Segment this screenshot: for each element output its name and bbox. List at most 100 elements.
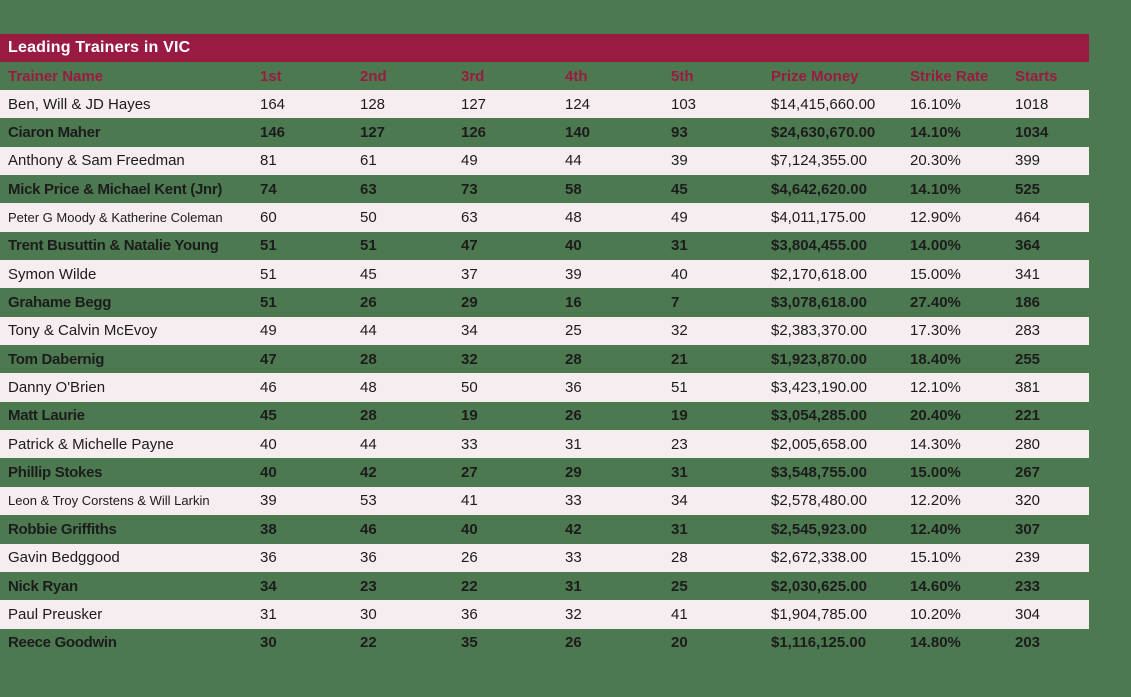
starts-cell: 399 bbox=[1015, 152, 1041, 170]
second-cell: 127 bbox=[360, 124, 386, 142]
trainer-name-cell: Tom Dabernig bbox=[8, 350, 105, 368]
fifth-cell: 23 bbox=[671, 435, 688, 453]
trainer-name-cell: Phillip Stokes bbox=[8, 464, 103, 482]
prize-cell: $2,383,370.00 bbox=[771, 322, 867, 340]
first-cell: 51 bbox=[260, 265, 277, 283]
table-row: Tom Dabernig 47 28 32 28 21 $1,923,870.00 18.40… bbox=[0, 345, 1089, 373]
fourth-cell: 58 bbox=[565, 180, 582, 198]
trainer-name-cell: Tony & Calvin McEvoy bbox=[8, 322, 158, 340]
table-body: Ben, Will & JD Hayes 164 128 127 124 103 $14,4… bbox=[0, 90, 1131, 657]
trainer-name-cell: Symon Wilde bbox=[8, 265, 97, 283]
column-header-third: 3rd bbox=[461, 67, 485, 85]
column-header-second: 2nd bbox=[360, 67, 387, 85]
fourth-cell: 39 bbox=[565, 265, 582, 283]
first-cell: 40 bbox=[260, 435, 277, 453]
starts-cell: 464 bbox=[1015, 209, 1041, 227]
third-cell: 41 bbox=[461, 492, 478, 510]
fourth-cell: 32 bbox=[565, 605, 582, 623]
third-cell: 36 bbox=[461, 605, 478, 623]
third-cell: 32 bbox=[461, 350, 478, 368]
strike-cell: 14.60% bbox=[910, 577, 961, 595]
third-cell: 47 bbox=[461, 237, 478, 255]
strike-cell: 15.00% bbox=[910, 464, 961, 482]
third-cell: 29 bbox=[461, 294, 478, 312]
fifth-cell: 21 bbox=[671, 350, 688, 368]
second-cell: 45 bbox=[360, 265, 377, 283]
third-cell: 22 bbox=[461, 577, 478, 595]
trainer-name-cell: Reece Goodwin bbox=[8, 634, 117, 652]
starts-cell: 364 bbox=[1015, 237, 1041, 255]
fifth-cell: 45 bbox=[671, 180, 688, 198]
starts-cell: 239 bbox=[1015, 549, 1041, 567]
starts-cell: 525 bbox=[1015, 180, 1041, 198]
second-cell: 44 bbox=[360, 435, 377, 453]
second-cell: 28 bbox=[360, 407, 377, 425]
table-title: Leading Trainers in VIC bbox=[8, 39, 191, 56]
fourth-cell: 25 bbox=[565, 322, 582, 340]
second-cell: 36 bbox=[360, 549, 377, 567]
table-header-row: Trainer Name 1st 2nd 3rd 4th 5th Prize Money St… bbox=[0, 62, 1089, 90]
prize-cell: $3,054,285.00 bbox=[771, 407, 867, 425]
prize-cell: $24,630,670.00 bbox=[771, 124, 876, 142]
trainer-name-cell: Danny O'Brien bbox=[8, 379, 106, 397]
column-header-fourth: 4th bbox=[565, 67, 588, 85]
trainer-name-cell: Nick Ryan bbox=[8, 577, 78, 595]
fourth-cell: 26 bbox=[565, 634, 582, 652]
fourth-cell: 42 bbox=[565, 520, 582, 538]
fourth-cell: 16 bbox=[565, 294, 582, 312]
table-row: Danny O'Brien 46 48 50 36 51 $3,423,190.00 12.1… bbox=[0, 373, 1089, 402]
starts-cell: 1034 bbox=[1015, 124, 1049, 142]
column-header-starts: Starts bbox=[1015, 67, 1058, 85]
prize-cell: $14,415,660.00 bbox=[771, 95, 876, 113]
third-cell: 127 bbox=[461, 95, 487, 113]
trainer-name-cell: Patrick & Michelle Payne bbox=[8, 435, 174, 453]
first-cell: 47 bbox=[260, 350, 277, 368]
table-row: Ben, Will & JD Hayes 164 128 127 124 103 $14,4… bbox=[0, 90, 1089, 119]
starts-cell: 267 bbox=[1015, 464, 1041, 482]
starts-cell: 341 bbox=[1015, 265, 1041, 283]
second-cell: 53 bbox=[360, 492, 377, 510]
table-row: Symon Wilde 51 45 37 39 40 $2,170,618.00 15.00%… bbox=[0, 260, 1089, 289]
second-cell: 128 bbox=[360, 95, 386, 113]
strike-cell: 12.20% bbox=[910, 492, 961, 510]
column-header-fifth: 5th bbox=[671, 67, 694, 85]
second-cell: 61 bbox=[360, 152, 377, 170]
second-cell: 22 bbox=[360, 634, 377, 652]
table-row: Anthony & Sam Freedman 81 61 49 44 39 $7,124,3… bbox=[0, 146, 1089, 176]
fourth-cell: 124 bbox=[565, 95, 591, 113]
table-row: Reece Goodwin 30 22 35 26 20 $1,116,125.00 14.8… bbox=[0, 629, 1089, 657]
prize-cell: $1,923,870.00 bbox=[771, 350, 867, 368]
trainer-name-cell: Ben, Will & JD Hayes bbox=[8, 95, 151, 113]
first-cell: 45 bbox=[260, 407, 277, 425]
starts-cell: 203 bbox=[1015, 634, 1041, 652]
starts-cell: 283 bbox=[1015, 322, 1041, 340]
first-cell: 51 bbox=[260, 237, 277, 255]
strike-cell: 16.10% bbox=[910, 95, 961, 113]
starts-cell: 381 bbox=[1015, 379, 1041, 397]
table-row: Matt Laurie 45 28 19 26 19 $3,054,285.00 20.40%… bbox=[0, 402, 1089, 430]
fourth-cell: 26 bbox=[565, 407, 582, 425]
prize-cell: $7,124,355.00 bbox=[771, 152, 867, 170]
third-cell: 73 bbox=[461, 180, 478, 198]
trainer-name-cell: Matt Laurie bbox=[8, 407, 85, 425]
starts-cell: 186 bbox=[1015, 294, 1041, 312]
trainer-name-cell: Trent Busuttin & Natalie Young bbox=[8, 237, 219, 255]
strike-cell: 12.10% bbox=[910, 379, 961, 397]
strike-cell: 14.80% bbox=[910, 634, 961, 652]
fourth-cell: 33 bbox=[565, 549, 582, 567]
prize-cell: $1,904,785.00 bbox=[771, 605, 867, 623]
starts-cell: 255 bbox=[1015, 350, 1041, 368]
table-row: Peter G Moody & Katherine Coleman 60 50 63 4… bbox=[0, 203, 1089, 232]
starts-cell: 280 bbox=[1015, 435, 1041, 453]
strike-cell: 14.30% bbox=[910, 435, 961, 453]
trainer-name-cell: Mick Price & Michael Kent (Jnr) bbox=[8, 180, 223, 198]
third-cell: 49 bbox=[461, 152, 478, 170]
table-row: Trent Busuttin & Natalie Young 51 51 47 40 31… bbox=[0, 232, 1089, 260]
starts-cell: 233 bbox=[1015, 577, 1041, 595]
trainer-name-cell: Anthony & Sam Freedman bbox=[8, 152, 185, 170]
prize-cell: $2,170,618.00 bbox=[771, 265, 867, 283]
starts-cell: 320 bbox=[1015, 492, 1041, 510]
fourth-cell: 140 bbox=[565, 124, 591, 142]
fifth-cell: 40 bbox=[671, 265, 688, 283]
table-row: Ciaron Maher 146 127 126 140 93 $24,630,670.00… bbox=[0, 118, 1089, 146]
